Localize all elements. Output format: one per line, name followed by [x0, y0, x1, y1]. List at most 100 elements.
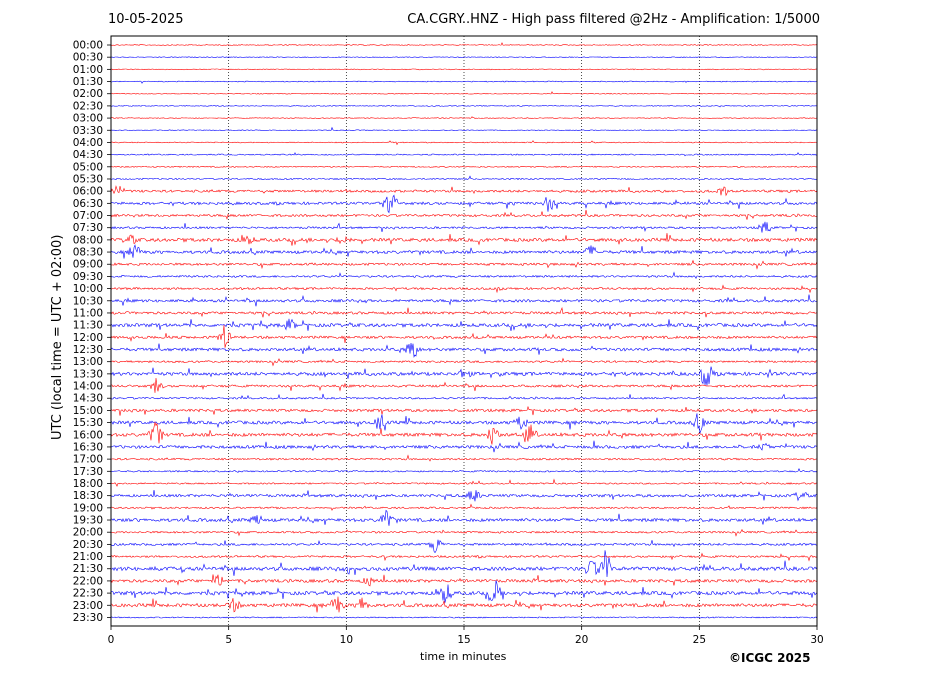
- row-label: 10:30: [73, 295, 103, 307]
- row-label: 23:00: [73, 600, 103, 612]
- trace-row-0530: [110, 175, 818, 181]
- trace-row-2200: [110, 574, 818, 587]
- row-label-layer: 00:0000:3001:0001:3002:0002:3003:0003:30…: [73, 40, 111, 624]
- row-label: 16:00: [73, 429, 103, 441]
- trace-row-0230: [110, 105, 818, 108]
- trace-row-1200: [110, 324, 818, 348]
- trace-row-0000: [110, 42, 818, 46]
- trace-row-0700: [110, 209, 818, 220]
- trace-row-0430: [110, 152, 818, 157]
- trace-row-1000: [110, 284, 818, 294]
- row-label: 16:30: [73, 441, 103, 453]
- row-label: 09:00: [73, 259, 103, 271]
- trace-row-1230: [110, 342, 818, 358]
- trace-row-1300: [110, 357, 818, 367]
- row-label: 12:00: [73, 332, 103, 344]
- trace-row-1630: [110, 440, 818, 453]
- row-label: 18:30: [73, 490, 103, 502]
- row-label: 02:00: [73, 88, 103, 100]
- trace-row-2230: [110, 580, 818, 603]
- row-label: 10:00: [73, 283, 103, 295]
- row-label: 22:30: [73, 588, 103, 600]
- trace-row-1830: [110, 490, 818, 502]
- x-tick-label: 20: [575, 634, 588, 646]
- trace-row-0800: [110, 233, 818, 246]
- date-label: 10-05-2025: [108, 12, 184, 27]
- row-label: 12:30: [73, 344, 103, 356]
- trace-row-0130: [110, 80, 818, 84]
- row-label: 03:30: [73, 125, 103, 137]
- row-label: 00:00: [73, 40, 103, 52]
- row-label: 11:00: [73, 307, 103, 319]
- row-label: 09:30: [73, 271, 103, 283]
- trace-row-0200: [110, 91, 818, 95]
- row-label: 08:00: [73, 234, 103, 246]
- row-label: 17:00: [73, 454, 103, 466]
- row-label: 22:00: [73, 575, 103, 587]
- row-label: 00:30: [73, 52, 103, 64]
- trace-row-1530: [110, 413, 818, 435]
- row-label: 01:00: [73, 64, 103, 76]
- x-tick-label: 25: [693, 634, 706, 646]
- trace-row-2000: [110, 528, 818, 537]
- row-label: 14:00: [73, 381, 103, 393]
- trace-row-1430: [110, 393, 818, 400]
- row-label: 14:30: [73, 393, 103, 405]
- row-label: 01:30: [73, 76, 103, 88]
- trace-row-1100: [110, 306, 817, 318]
- y-axis-label: UTC (local time = UTC + 02:00): [50, 234, 65, 440]
- row-label: 05:30: [73, 173, 103, 185]
- trace-row-0100: [110, 68, 818, 71]
- trace-row-0300: [111, 116, 818, 119]
- trace-row-1330: [110, 366, 818, 386]
- gridline-layer: [228, 36, 700, 626]
- trace-row-2030: [110, 539, 818, 554]
- row-label: 08:30: [73, 247, 103, 259]
- row-label: 04:00: [73, 137, 103, 149]
- row-label: 07:30: [73, 222, 103, 234]
- station-title: CA.CGRY..HNZ - High pass filtered @2Hz -…: [407, 12, 820, 27]
- trace-row-1900: [111, 503, 818, 511]
- row-label: 20:00: [73, 527, 103, 539]
- row-label: 21:00: [73, 551, 103, 563]
- row-label: 19:00: [73, 502, 103, 514]
- trace-row-0900: [111, 259, 818, 270]
- row-label: 21:30: [73, 563, 103, 575]
- row-label: 06:00: [73, 186, 103, 198]
- trace-row-1730: [110, 468, 818, 473]
- row-label: 17:30: [73, 466, 103, 478]
- trace-row-1030: [110, 294, 818, 307]
- trace-row-0500: [110, 165, 818, 168]
- trace-row-0400: [110, 140, 818, 146]
- trace-row-1700: [110, 454, 818, 462]
- trace-row-2130: [110, 550, 818, 578]
- x-tick-label: 10: [340, 634, 353, 646]
- row-label: 13:00: [73, 356, 103, 368]
- copyright-label: ©ICGC 2025: [729, 651, 811, 665]
- row-label: 06:30: [73, 198, 103, 210]
- trace-row-1600: [110, 421, 818, 445]
- row-label: 19:30: [73, 515, 103, 527]
- trace-row-2330: [110, 616, 818, 619]
- x-tick-label: 5: [225, 634, 232, 646]
- trace-row-0830: [110, 244, 818, 259]
- row-label: 15:00: [73, 405, 103, 417]
- trace-row-1500: [110, 405, 818, 416]
- row-label: 13:30: [73, 368, 103, 380]
- x-tick-label: 30: [810, 634, 823, 646]
- row-label: 11:30: [73, 320, 103, 332]
- trace-row-1930: [111, 509, 818, 526]
- trace-row-2300: [110, 596, 818, 613]
- row-label: 20:30: [73, 539, 103, 551]
- trace-row-0030: [110, 56, 818, 58]
- trace-row-1800: [110, 478, 818, 487]
- row-label: 02:30: [73, 100, 103, 112]
- trace-row-0730: [110, 221, 818, 233]
- row-label: 05:00: [73, 161, 103, 173]
- trace-row-0330: [110, 126, 818, 132]
- trace-row-0600: [110, 185, 818, 197]
- trace-row-1130: [110, 318, 818, 331]
- trace-row-0630: [110, 194, 818, 214]
- trace-row-1400: [110, 377, 818, 393]
